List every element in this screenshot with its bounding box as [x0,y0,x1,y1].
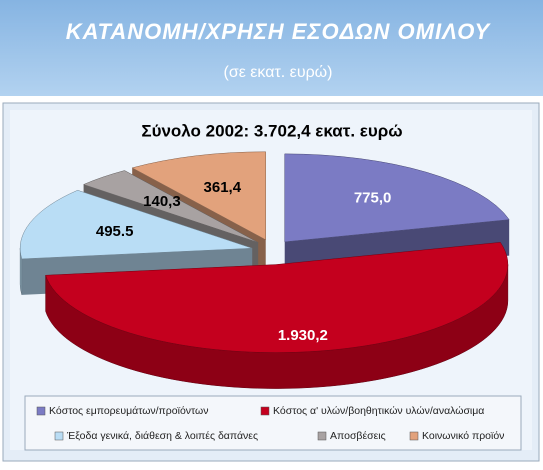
slice [82,170,259,243]
legend-swatch [409,431,419,441]
slice [19,189,253,260]
data-label: 495.5 [96,223,134,240]
data-label: 140,3 [143,193,181,210]
chart-title: Σύνολο 2002: 3.702,4 εκατ. ευρώ [141,121,402,140]
slice [284,153,510,243]
slice [131,151,266,241]
legend-label: Κόστος α' υλών/βοηθητικών υλών/αναλώσιμα [273,405,484,417]
header-subtitle: (σε εκατ. ευρώ) [224,64,333,81]
legend-label: Αποσβέσεις [330,430,386,442]
legend-swatch [317,431,327,441]
legend-swatch [36,406,46,416]
data-label: 1.930,2 [278,327,328,344]
data-label: 775,0 [354,190,392,207]
slice [45,242,509,353]
legend-label: Κοινωνικό προϊόν [422,430,504,442]
legend-label: Έξοδα γενικά, διάθεση & λοιπές δαπάνες [66,430,258,442]
legend-swatch [260,406,270,416]
legend-box [24,395,522,451]
header-band [0,0,543,96]
legend-label: Κόστος εμπορευμάτων/προϊόντων [49,405,208,417]
legend-swatch [54,431,64,441]
data-label: 361,4 [204,179,242,196]
header-title: ΚΑΤΑΝΟΜΗ/ΧΡΗΣΗ ΕΣΟΔΩΝ ΟΜΙΛΟΥ [66,19,492,44]
